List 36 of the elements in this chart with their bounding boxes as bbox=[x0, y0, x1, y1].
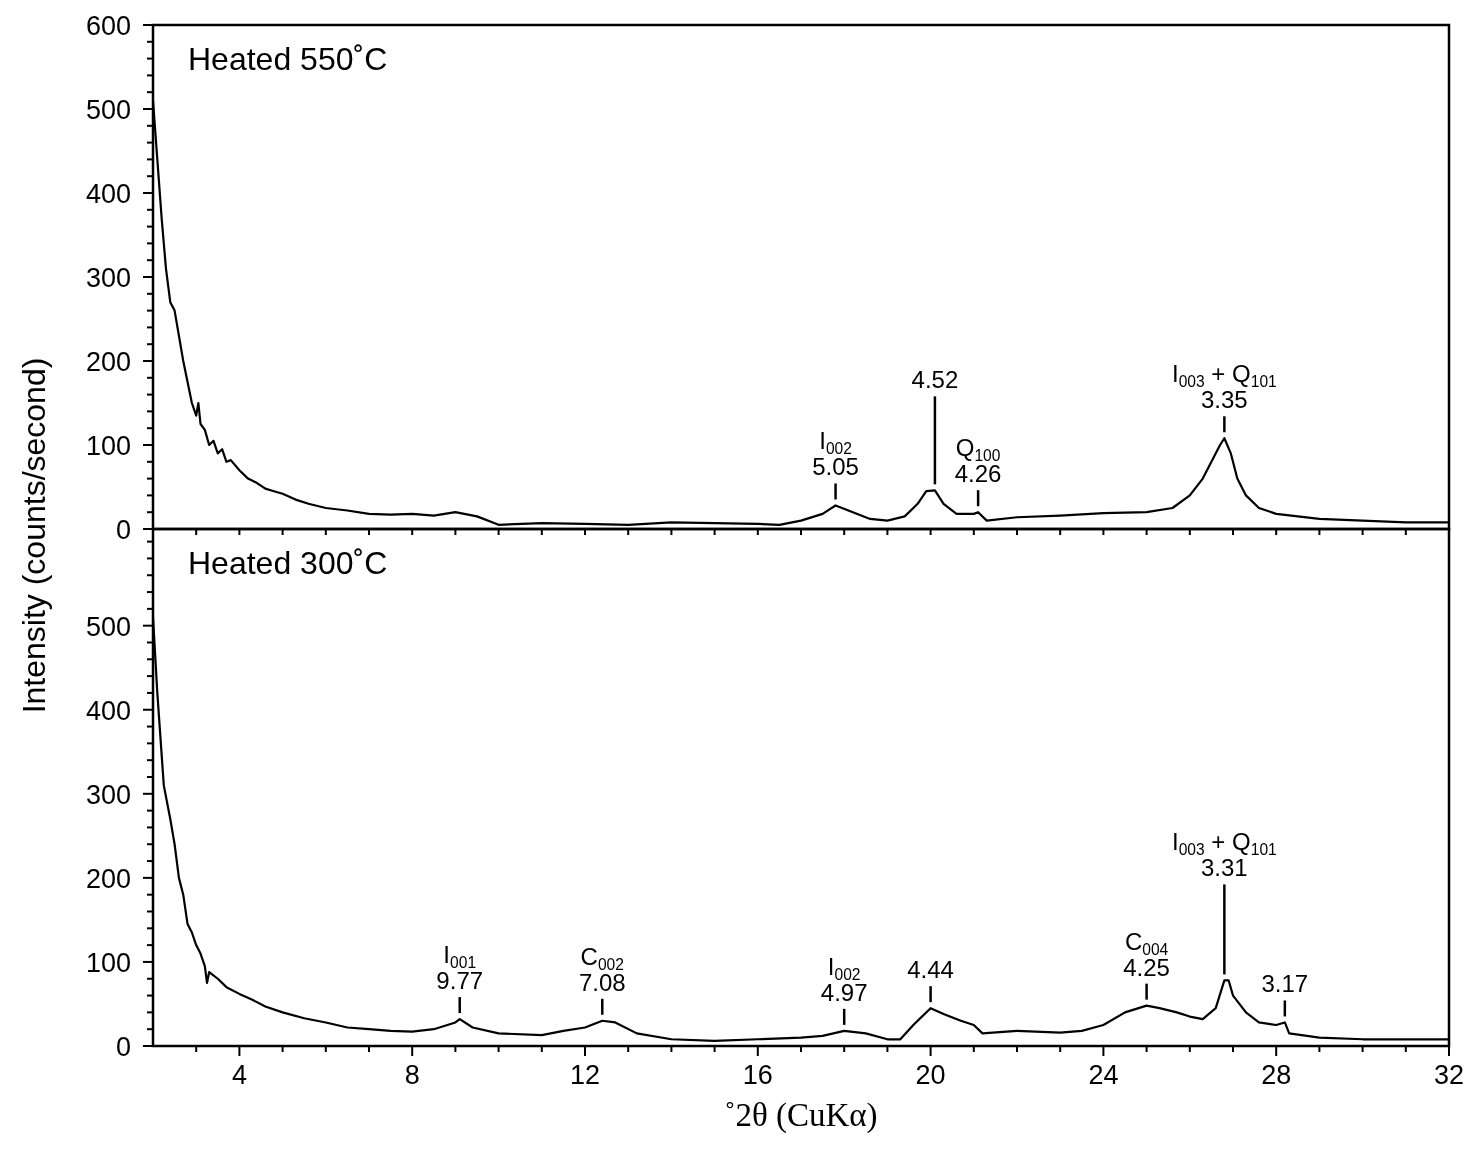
y-axis-title: Intensity (counts/second) bbox=[16, 357, 52, 714]
x-tick-label: 8 bbox=[404, 1060, 420, 1090]
x-tick-label: 20 bbox=[915, 1060, 946, 1090]
y-tick-label: 600 bbox=[85, 11, 131, 41]
y-tick-label: 500 bbox=[85, 95, 131, 125]
y-tick-label: 100 bbox=[85, 431, 131, 461]
y-tick-label: 500 bbox=[85, 611, 131, 642]
annotation: I$_{002}$ 4.97 bbox=[820, 952, 868, 1006]
y-tick-label: 100 bbox=[85, 947, 131, 978]
x-tick-label: 16 bbox=[742, 1060, 773, 1090]
annotation: I$_{002}$ 5.05 bbox=[812, 427, 859, 481]
annotation: Heated 550˚C bbox=[188, 41, 388, 77]
y-tick-label: 0 bbox=[115, 1032, 131, 1062]
annotation: 3.17 bbox=[1261, 970, 1309, 998]
x-tick-label: 4 bbox=[231, 1060, 247, 1090]
y-tick-label: 200 bbox=[85, 863, 131, 894]
x-tick-label: 32 bbox=[1433, 1060, 1465, 1090]
y-tick-label: 0 bbox=[115, 515, 131, 545]
y-tick-label: 400 bbox=[85, 695, 131, 726]
x-axis-title: ˚2θ (CuKα) bbox=[724, 1097, 878, 1134]
annotation: I$_{001}$ 9.77 bbox=[436, 941, 484, 995]
annotation: I$_{003}$ + Q$_{101}$ 3.31 bbox=[1171, 828, 1277, 882]
y-tick-label: 400 bbox=[85, 179, 131, 209]
y-tick-label: 300 bbox=[85, 779, 131, 810]
y-tick-label: 200 bbox=[85, 347, 131, 377]
annotation: Heated 300˚C bbox=[188, 545, 388, 581]
annotation: 4.44 bbox=[907, 956, 954, 984]
annotation: C$_{002}$ 7.08 bbox=[578, 942, 626, 996]
annotation: I$_{003}$ + Q$_{101}$ 3.35 bbox=[1171, 360, 1277, 414]
annotation: 4.52 bbox=[911, 366, 959, 394]
annotation: Q$_{100}$ 4.26 bbox=[954, 434, 1002, 488]
x-tick-label: 28 bbox=[1261, 1060, 1292, 1090]
annotation: C$_{004}$ 4.25 bbox=[1123, 927, 1170, 981]
x-tick-label: 24 bbox=[1088, 1060, 1119, 1090]
x-tick-label: 12 bbox=[569, 1060, 601, 1090]
y-tick-label: 300 bbox=[85, 263, 131, 293]
